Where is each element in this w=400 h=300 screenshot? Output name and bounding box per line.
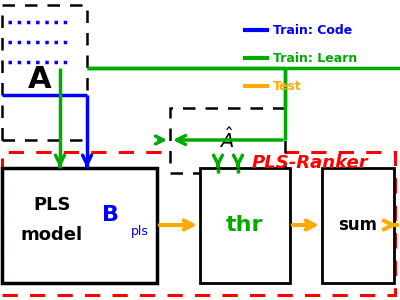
Text: Test: Test (273, 80, 302, 92)
Text: PLS: PLS (33, 196, 71, 214)
Text: Train: Learn: Train: Learn (273, 52, 357, 64)
Bar (2, 152, 395, 295)
Text: $\mathbf{A}$: $\mathbf{A}$ (27, 65, 53, 94)
Bar (2, 5, 87, 140)
Bar (322, 168, 394, 283)
Bar (170, 108, 285, 173)
Bar (200, 168, 290, 283)
Text: $\hat{A}$: $\hat{A}$ (220, 128, 234, 152)
Text: thr: thr (226, 215, 264, 235)
Text: PLS-Ranker: PLS-Ranker (252, 154, 368, 172)
Text: model: model (21, 226, 83, 244)
Text: pls: pls (131, 226, 149, 238)
Text: sum: sum (338, 216, 378, 234)
Text: $\mathbf{B}$: $\mathbf{B}$ (101, 205, 119, 225)
Bar (2, 168, 157, 283)
Text: Train: Code: Train: Code (273, 23, 352, 37)
